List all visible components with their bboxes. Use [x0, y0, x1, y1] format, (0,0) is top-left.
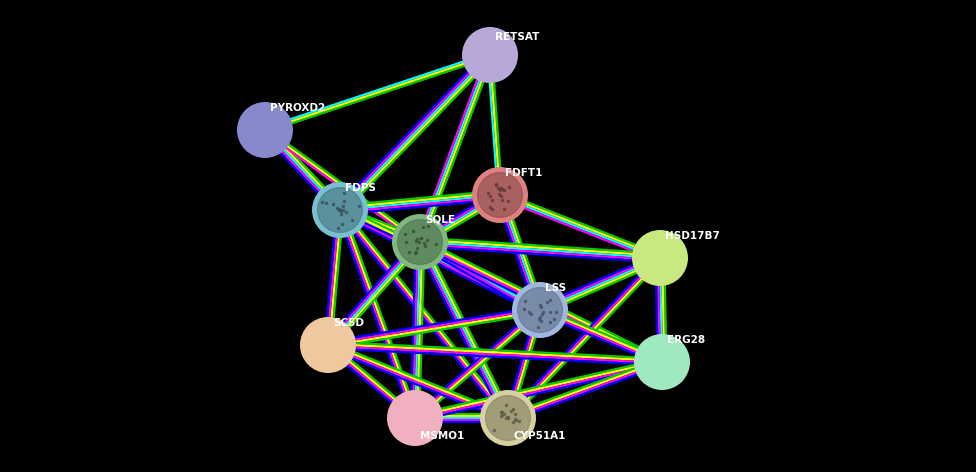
Circle shape: [462, 27, 518, 83]
Circle shape: [392, 214, 448, 270]
Circle shape: [517, 287, 562, 332]
Text: CYP51A1: CYP51A1: [513, 431, 565, 441]
Circle shape: [512, 282, 568, 338]
Circle shape: [632, 230, 688, 286]
Circle shape: [472, 167, 528, 223]
Circle shape: [397, 219, 442, 264]
Text: HSD17B7: HSD17B7: [665, 231, 720, 241]
Text: PYROXD2: PYROXD2: [270, 103, 325, 113]
Circle shape: [480, 390, 536, 446]
Text: SQLE: SQLE: [425, 215, 455, 225]
Circle shape: [486, 396, 530, 440]
Circle shape: [312, 182, 368, 238]
Text: FDPS: FDPS: [345, 183, 376, 193]
Circle shape: [237, 102, 293, 158]
Circle shape: [317, 187, 362, 232]
Text: SC5D: SC5D: [333, 318, 364, 328]
Circle shape: [634, 334, 690, 390]
Text: FDFT1: FDFT1: [505, 168, 543, 178]
Text: ERG28: ERG28: [667, 335, 705, 345]
Circle shape: [477, 173, 522, 218]
Circle shape: [387, 390, 443, 446]
Text: LSS: LSS: [545, 283, 566, 293]
Text: MSMO1: MSMO1: [420, 431, 465, 441]
Circle shape: [300, 317, 356, 373]
Text: RETSAT: RETSAT: [495, 32, 540, 42]
